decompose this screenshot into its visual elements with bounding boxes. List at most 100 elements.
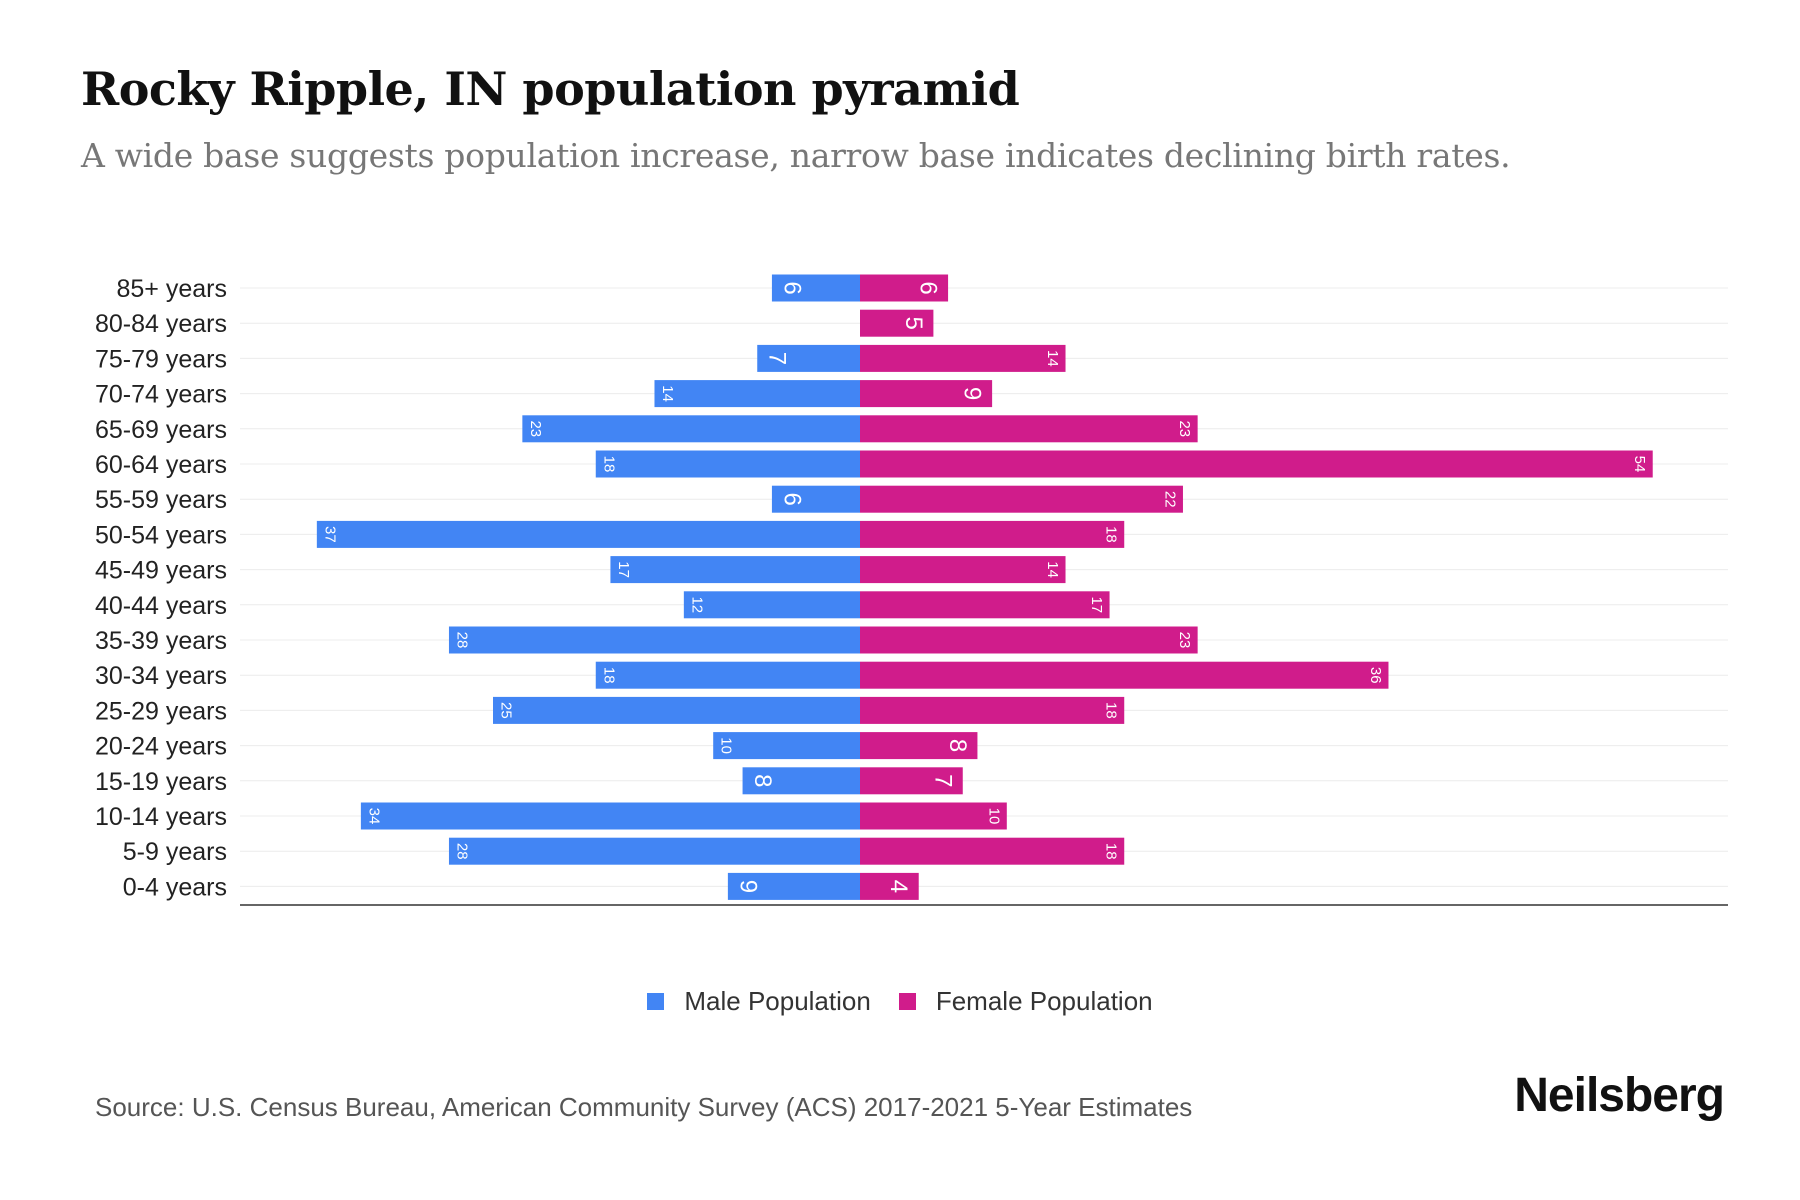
- category-label: 85+ years: [117, 275, 228, 303]
- female-data-label: 18: [1103, 526, 1120, 543]
- male-data-label: 18: [600, 456, 617, 473]
- male-bar: [727, 872, 860, 900]
- category-label: 10-14 years: [95, 803, 227, 831]
- male-data-label: 37: [321, 526, 338, 543]
- category-label: 35-39 years: [95, 627, 227, 655]
- chart-subtitle: A wide base suggests population increase…: [81, 136, 1511, 175]
- category-label: 25-29 years: [95, 697, 227, 725]
- female-data-label: 7: [929, 774, 956, 787]
- category-label: 45-49 years: [95, 557, 227, 585]
- male-bar: [522, 415, 860, 443]
- male-bar: [316, 520, 861, 548]
- category-label: 40-44 years: [95, 592, 227, 620]
- female-data-label: 23: [1176, 632, 1193, 649]
- female-bar: [860, 767, 963, 795]
- female-data-label: 14: [1044, 350, 1061, 367]
- female-data-label: 5: [900, 317, 927, 330]
- male-data-label: 28: [453, 632, 470, 649]
- category-label: 5-9 years: [123, 838, 227, 866]
- female-bar: [860, 450, 1653, 478]
- legend-item-male[interactable]: Male Population: [647, 986, 871, 1017]
- legend: Male Population Female Population: [0, 986, 1800, 1017]
- category-label: 75-79 years: [95, 345, 227, 373]
- male-data-label: 6: [778, 493, 805, 506]
- male-bar: [757, 344, 860, 372]
- male-bar: [654, 380, 860, 408]
- female-data-label: 22: [1161, 491, 1178, 508]
- male-data-label: 14: [659, 385, 676, 402]
- male-bar: [448, 626, 860, 654]
- female-data-label: 14: [1044, 561, 1061, 578]
- legend-label-male: Male Population: [684, 986, 871, 1016]
- male-bar: [771, 274, 860, 302]
- male-data-label: 6: [778, 281, 805, 294]
- female-data-label: 9: [959, 387, 986, 400]
- male-bar: [595, 450, 860, 478]
- male-data-label: 9: [734, 880, 761, 893]
- category-label: 60-64 years: [95, 451, 227, 479]
- female-bar: [860, 520, 1125, 548]
- pyramid-chart: 85+ years 6 680-84 years 575-79 years 7 1470-…: [95, 274, 1728, 906]
- female-bar: [860, 872, 919, 900]
- legend-item-female[interactable]: Female Population: [898, 986, 1153, 1017]
- female-data-label: 36: [1367, 667, 1384, 684]
- male-data-label: 7: [764, 352, 791, 365]
- female-data-label: 23: [1176, 420, 1193, 437]
- female-bar: [860, 802, 1007, 830]
- legend-swatch-female: [898, 993, 916, 1010]
- male-data-label: 8: [749, 774, 776, 787]
- female-bar: [860, 274, 949, 302]
- source-note: Source: U.S. Census Bureau, American Com…: [95, 1092, 1193, 1122]
- male-data-label: 17: [615, 561, 632, 578]
- male-bar: [713, 732, 860, 760]
- male-bar: [610, 556, 860, 584]
- legend-label-female: Female Population: [935, 986, 1153, 1016]
- male-bar: [742, 767, 860, 795]
- category-label: 80-84 years: [95, 310, 227, 338]
- female-data-label: 18: [1103, 843, 1120, 860]
- male-bar: [683, 591, 860, 619]
- male-data-label: 18: [600, 667, 617, 684]
- female-bar: [860, 661, 1389, 689]
- male-data-label: 23: [527, 420, 544, 437]
- male-data-label: 25: [498, 702, 515, 719]
- male-data-label: 12: [688, 596, 705, 613]
- neilsberg-logo: Neilsberg: [1514, 1069, 1725, 1122]
- female-bar: [860, 556, 1066, 584]
- female-bar: [860, 344, 1066, 372]
- male-bar: [493, 696, 860, 724]
- female-data-label: 54: [1631, 456, 1648, 473]
- female-bar: [860, 837, 1125, 865]
- category-label: 30-34 years: [95, 662, 227, 690]
- female-data-label: 18: [1103, 702, 1120, 719]
- category-label: 50-54 years: [95, 521, 227, 549]
- female-bar: [860, 415, 1198, 443]
- category-label: 70-74 years: [95, 381, 227, 409]
- male-bar: [771, 485, 860, 513]
- female-bar: [860, 591, 1110, 619]
- legend-swatch-male: [647, 993, 665, 1010]
- female-bar: [860, 309, 934, 337]
- category-label: 20-24 years: [95, 733, 227, 761]
- category-label: 15-19 years: [95, 768, 227, 796]
- female-bar: [860, 732, 978, 760]
- female-data-label: 10: [985, 808, 1002, 825]
- male-data-label: 34: [365, 808, 382, 825]
- female-bar: [860, 380, 993, 408]
- female-bar: [860, 696, 1125, 724]
- male-bar: [360, 802, 860, 830]
- chart-title: Rocky Ripple, IN population pyramid: [81, 62, 1020, 116]
- male-bar: [595, 661, 860, 689]
- female-bar: [860, 485, 1183, 513]
- female-data-label: 17: [1088, 596, 1105, 613]
- female-data-label: 4: [885, 880, 912, 893]
- female-data-label: 8: [944, 739, 971, 752]
- male-data-label: 10: [718, 737, 735, 754]
- female-bar: [860, 626, 1198, 654]
- female-data-label: 6: [915, 281, 942, 294]
- male-bar: [448, 837, 860, 865]
- male-data-label: 28: [453, 843, 470, 860]
- category-label: 0-4 years: [123, 873, 227, 901]
- category-label: 65-69 years: [95, 416, 227, 444]
